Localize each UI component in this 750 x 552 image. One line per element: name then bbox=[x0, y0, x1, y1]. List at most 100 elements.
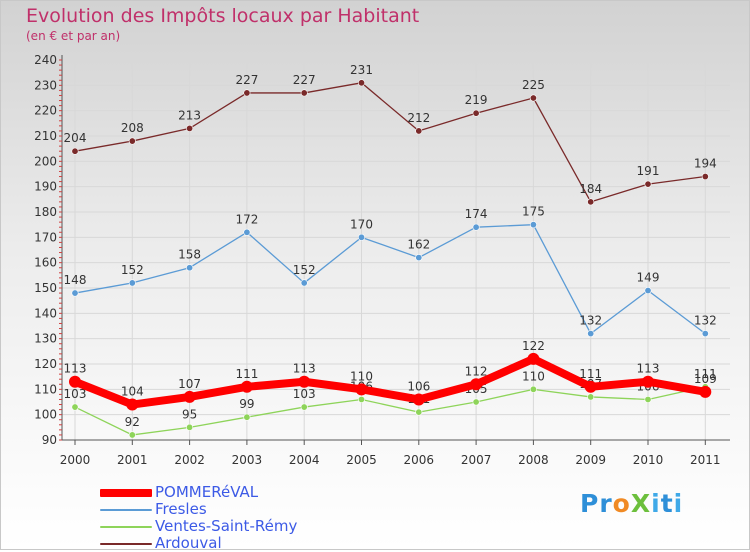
y-tick-label: 190 bbox=[34, 180, 57, 194]
data-label-fresles: 172 bbox=[235, 212, 258, 226]
x-tick-label: 2007 bbox=[461, 453, 492, 467]
data-point-ardouval bbox=[472, 109, 480, 117]
y-tick-label: 200 bbox=[34, 154, 57, 168]
y-tick-label: 90 bbox=[42, 433, 57, 447]
legend-label: Fresles bbox=[155, 500, 207, 518]
chart-title: Evolution des Impôts locaux par Habitant bbox=[26, 5, 420, 27]
y-tick-label: 140 bbox=[34, 306, 57, 320]
data-label-fresles: 149 bbox=[637, 271, 660, 285]
data-point-ardouval bbox=[186, 124, 194, 132]
data-label-ardouval: 191 bbox=[637, 164, 660, 178]
legend-swatch bbox=[100, 543, 152, 545]
data-label-ventes-saint-r-my: 103 bbox=[293, 387, 316, 401]
data-label-pommer-val: 122 bbox=[522, 339, 545, 353]
data-point-fresles bbox=[71, 289, 79, 297]
y-tick-label: 170 bbox=[34, 230, 57, 244]
data-label-fresles: 162 bbox=[407, 238, 430, 252]
data-point-pommer-val bbox=[240, 380, 253, 393]
y-tick-label: 100 bbox=[34, 408, 57, 422]
y-tick-label: 120 bbox=[34, 357, 57, 371]
x-tick-label: 2006 bbox=[404, 453, 435, 467]
data-label-ardouval: 227 bbox=[293, 73, 316, 87]
data-label-ventes-saint-r-my: 111 bbox=[694, 367, 717, 381]
data-point-ardouval bbox=[644, 180, 652, 188]
x-tick-label: 2010 bbox=[633, 453, 664, 467]
data-point-fresles bbox=[529, 221, 537, 229]
data-point-ardouval bbox=[529, 94, 537, 102]
data-label-pommer-val: 113 bbox=[293, 362, 316, 376]
data-label-ventes-saint-r-my: 110 bbox=[522, 369, 545, 383]
legend-label: Ventes-Saint-Rémy bbox=[155, 517, 298, 535]
y-tick-label: 110 bbox=[34, 382, 57, 396]
data-point-ardouval bbox=[300, 89, 308, 97]
y-tick-label: 160 bbox=[34, 256, 57, 270]
data-label-pommer-val: 107 bbox=[178, 377, 201, 391]
y-tick-label: 150 bbox=[34, 281, 57, 295]
data-point-fresles bbox=[300, 279, 308, 287]
data-label-ardouval: 204 bbox=[64, 131, 87, 145]
data-point-ventes-saint-r-my bbox=[300, 403, 308, 411]
data-point-fresles bbox=[587, 330, 595, 338]
data-label-pommer-val: 109 bbox=[694, 372, 717, 386]
x-tick-label: 2000 bbox=[60, 453, 91, 467]
data-point-pommer-val bbox=[699, 385, 712, 398]
data-label-pommer-val: 111 bbox=[579, 367, 602, 381]
y-tick-label: 220 bbox=[34, 104, 57, 118]
legend-label: POMMERéVAL bbox=[155, 483, 259, 501]
data-point-pommer-val bbox=[183, 390, 196, 403]
data-label-fresles: 158 bbox=[178, 248, 201, 262]
data-point-pommer-val bbox=[69, 375, 81, 388]
data-point-ventes-saint-r-my bbox=[529, 385, 537, 393]
x-tick-label: 2011 bbox=[690, 453, 721, 467]
series-line-fresles bbox=[74, 224, 706, 335]
series-line-pommer-val bbox=[71, 354, 710, 409]
data-label-ardouval: 227 bbox=[235, 73, 258, 87]
data-point-fresles bbox=[243, 228, 251, 236]
data-label-ardouval: 225 bbox=[522, 78, 545, 92]
data-label-pommer-val: 106 bbox=[407, 379, 430, 393]
data-point-ardouval bbox=[243, 89, 251, 97]
data-point-fresles bbox=[701, 330, 709, 338]
data-label-pommer-val: 113 bbox=[637, 362, 660, 376]
x-tick-label: 2001 bbox=[117, 453, 148, 467]
data-label-pommer-val: 111 bbox=[235, 367, 258, 381]
data-point-fresles bbox=[415, 254, 423, 262]
data-label-ardouval: 219 bbox=[465, 93, 488, 107]
data-label-ardouval: 194 bbox=[694, 157, 717, 171]
data-label-fresles: 132 bbox=[694, 314, 717, 328]
data-point-pommer-val bbox=[642, 375, 654, 388]
data-label-pommer-val: 110 bbox=[350, 369, 373, 383]
data-point-fresles bbox=[472, 223, 480, 231]
data-point-ardouval bbox=[415, 127, 423, 135]
data-label-pommer-val: 112 bbox=[465, 364, 488, 378]
data-label-fresles: 170 bbox=[350, 217, 373, 231]
legend-label: Ardouval bbox=[155, 534, 222, 552]
data-point-ardouval bbox=[587, 198, 595, 206]
data-point-pommer-val bbox=[412, 393, 425, 406]
data-label-fresles: 152 bbox=[293, 263, 316, 277]
x-tick-label: 2008 bbox=[518, 453, 549, 467]
y-tick-label: 130 bbox=[34, 332, 57, 346]
data-point-pommer-val bbox=[584, 380, 597, 393]
data-label-pommer-val: 113 bbox=[64, 362, 87, 376]
legend-swatch bbox=[100, 526, 152, 528]
data-label-ventes-saint-r-my: 99 bbox=[239, 397, 254, 411]
data-point-pommer-val bbox=[355, 383, 368, 396]
data-point-fresles bbox=[186, 264, 194, 272]
data-point-pommer-val bbox=[527, 352, 540, 365]
data-point-ventes-saint-r-my bbox=[587, 393, 595, 401]
data-point-ardouval bbox=[701, 173, 709, 181]
data-label-ardouval: 213 bbox=[178, 108, 201, 122]
data-point-fresles bbox=[128, 279, 136, 287]
data-point-pommer-val bbox=[126, 398, 139, 411]
data-label-ventes-saint-r-my: 95 bbox=[182, 407, 197, 421]
data-point-fresles bbox=[357, 233, 365, 241]
data-label-ardouval: 208 bbox=[121, 121, 144, 135]
data-label-fresles: 132 bbox=[579, 314, 602, 328]
data-label-ardouval: 184 bbox=[579, 182, 602, 196]
x-tick-label: 2009 bbox=[575, 453, 606, 467]
data-point-fresles bbox=[644, 287, 652, 295]
y-tick-label: 240 bbox=[34, 53, 57, 67]
